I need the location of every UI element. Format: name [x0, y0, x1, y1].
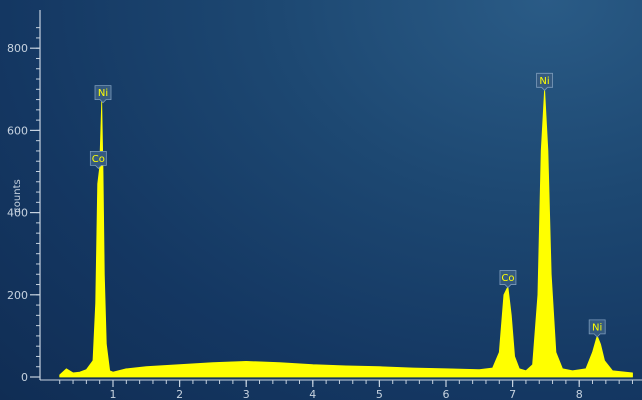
x-tick-label: 5 [376, 388, 383, 400]
y-tick-label: 400 [7, 207, 28, 220]
y-axis-title: counts [12, 179, 23, 212]
peak-label: Ni [588, 319, 606, 338]
peak-label-box [536, 72, 553, 91]
peak-label-text: Ni [539, 76, 549, 87]
peak-label-box [89, 150, 107, 169]
axes: 0 200 400 600 800 1 2 3 4 5 6 7 8 [7, 10, 642, 400]
peak-label-text: Ni [98, 88, 108, 99]
peak-label: Ni [94, 85, 112, 104]
peak-label-text: Co [501, 273, 514, 284]
x-tick-label: 4 [309, 388, 316, 400]
plot-area [59, 88, 633, 378]
peak-label: Ni [536, 72, 553, 91]
peak-label-box [94, 85, 112, 104]
peak-label: Co [499, 270, 517, 289]
y-tick-label: 800 [7, 42, 28, 55]
peak-label-box [588, 319, 606, 338]
peak-label: Co [89, 150, 107, 169]
y-tick-label: 600 [7, 124, 28, 137]
x-tick-label: 1 [110, 388, 117, 400]
peak-label-text: Ni [592, 322, 602, 333]
x-tick-label: 7 [509, 388, 516, 400]
y-tick-label: 200 [7, 289, 28, 302]
spectrum-area [59, 88, 633, 378]
peak-label-box [499, 270, 517, 289]
peak-labels: Ni Co Co Ni Ni [89, 72, 606, 338]
peak-label-text: Co [92, 154, 105, 165]
x-tick-label: 2 [176, 388, 183, 400]
y-tick-label: 0 [21, 371, 28, 384]
x-tick-label: 8 [576, 388, 583, 400]
x-tick-label: 3 [243, 388, 250, 400]
x-tick-label: 6 [443, 388, 450, 400]
